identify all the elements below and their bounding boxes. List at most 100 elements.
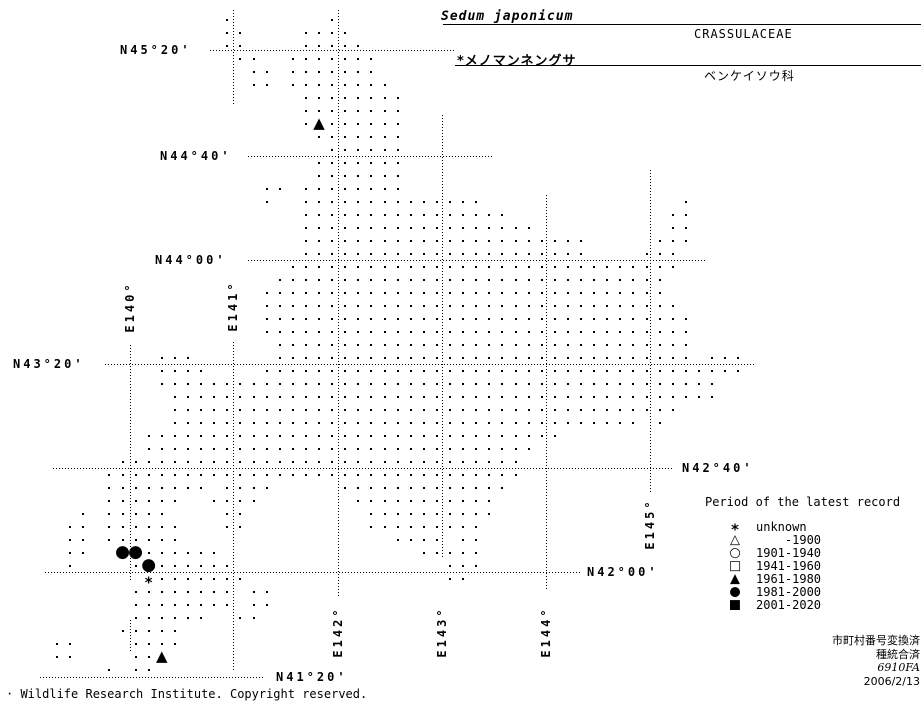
record-marker-filled-triangle: ▲ <box>313 113 325 132</box>
mesh-dot <box>409 500 412 502</box>
mesh-dot <box>697 383 700 385</box>
mesh-dot <box>331 201 334 203</box>
mesh-dot <box>566 357 569 359</box>
mesh-dot <box>593 344 596 346</box>
mesh-dot <box>252 409 255 411</box>
mesh-dot <box>278 292 281 294</box>
mesh-dot <box>449 565 451 567</box>
mesh-dot <box>318 409 320 411</box>
mesh-dot <box>671 240 674 242</box>
mesh-dot <box>173 357 176 359</box>
mesh-dot <box>370 110 373 112</box>
mesh-dot <box>226 513 229 515</box>
mesh-dot <box>108 513 111 515</box>
mesh-dot <box>344 149 347 151</box>
mesh-dot <box>593 383 596 385</box>
mesh-dot <box>632 383 635 385</box>
mesh-dot <box>449 318 451 320</box>
longitude-gridline <box>546 195 547 590</box>
mesh-dot <box>304 422 307 424</box>
mesh-dot <box>331 58 334 60</box>
mesh-dot <box>684 214 687 216</box>
mesh-dot <box>527 279 530 281</box>
mesh-dot <box>173 630 176 632</box>
mesh-dot <box>593 305 596 307</box>
mesh-dot <box>593 396 596 398</box>
mesh-dot <box>318 162 320 164</box>
mesh-dot <box>632 422 635 424</box>
mesh-dot <box>488 253 491 255</box>
mesh-dot <box>278 279 281 281</box>
mesh-dot <box>200 578 203 580</box>
mesh-dot <box>449 396 451 398</box>
mesh-dot <box>422 461 425 463</box>
legend-item-label: 1941-1960 <box>756 559 822 573</box>
mesh-dot <box>265 591 268 593</box>
mesh-dot <box>357 201 360 203</box>
mesh-dot <box>501 461 504 463</box>
mesh-dot <box>409 344 412 346</box>
mesh-dot <box>252 84 255 86</box>
mesh-dot <box>331 136 334 138</box>
mesh-dot <box>671 253 674 255</box>
latitude-gridline <box>248 260 705 261</box>
mesh-dot <box>357 461 360 463</box>
mesh-dot <box>697 396 700 398</box>
mesh-dot <box>449 201 451 203</box>
mesh-dot <box>488 266 491 268</box>
mesh-dot <box>357 253 360 255</box>
mesh-dot <box>344 162 347 164</box>
mesh-dot <box>409 279 412 281</box>
mesh-dot <box>383 214 386 216</box>
mesh-dot <box>173 383 176 385</box>
mesh-dot <box>593 279 596 281</box>
mesh-dot <box>278 344 281 346</box>
mesh-dot <box>331 435 334 437</box>
mesh-dot <box>160 591 163 593</box>
mesh-dot <box>318 136 320 138</box>
mesh-dot <box>527 383 530 385</box>
mesh-dot <box>134 643 137 645</box>
mesh-dot <box>121 500 124 502</box>
mesh-dot <box>645 331 648 333</box>
mesh-dot <box>553 357 556 359</box>
mesh-dot <box>173 526 176 528</box>
mesh-dot <box>540 279 543 281</box>
mesh-dot <box>370 474 373 476</box>
mesh-dot <box>160 435 163 437</box>
mesh-dot <box>69 552 72 554</box>
mesh-dot <box>344 32 347 34</box>
mesh-dot <box>383 331 386 333</box>
mesh-dot <box>331 318 334 320</box>
mesh-dot <box>134 565 137 567</box>
mesh-dot <box>396 539 399 541</box>
mesh-dot <box>606 344 609 346</box>
mesh-dot <box>462 370 465 372</box>
mesh-dot <box>252 71 255 73</box>
mesh-dot <box>318 305 320 307</box>
mesh-dot <box>200 383 203 385</box>
mesh-dot <box>553 370 556 372</box>
mesh-dot <box>475 279 478 281</box>
mesh-dot <box>147 474 150 476</box>
mesh-dot <box>331 331 334 333</box>
mesh-dot <box>370 500 373 502</box>
mesh-dot <box>239 422 242 424</box>
mesh-dot <box>449 422 451 424</box>
mesh-dot <box>449 552 451 554</box>
mesh-dot <box>540 422 543 424</box>
mesh-dot <box>370 526 373 528</box>
mesh-dot <box>370 253 373 255</box>
legend-item-label: 1981-2000 <box>756 585 822 599</box>
mesh-dot <box>304 71 307 73</box>
mesh-dot <box>226 526 229 528</box>
mesh-dot <box>422 448 425 450</box>
mesh-dot <box>553 435 556 437</box>
mesh-dot <box>462 461 465 463</box>
mesh-dot <box>383 175 386 177</box>
mesh-dot <box>383 344 386 346</box>
mesh-dot <box>278 188 281 190</box>
mesh-dot <box>606 279 609 281</box>
mesh-dot <box>422 435 425 437</box>
mesh-dot <box>501 474 504 476</box>
